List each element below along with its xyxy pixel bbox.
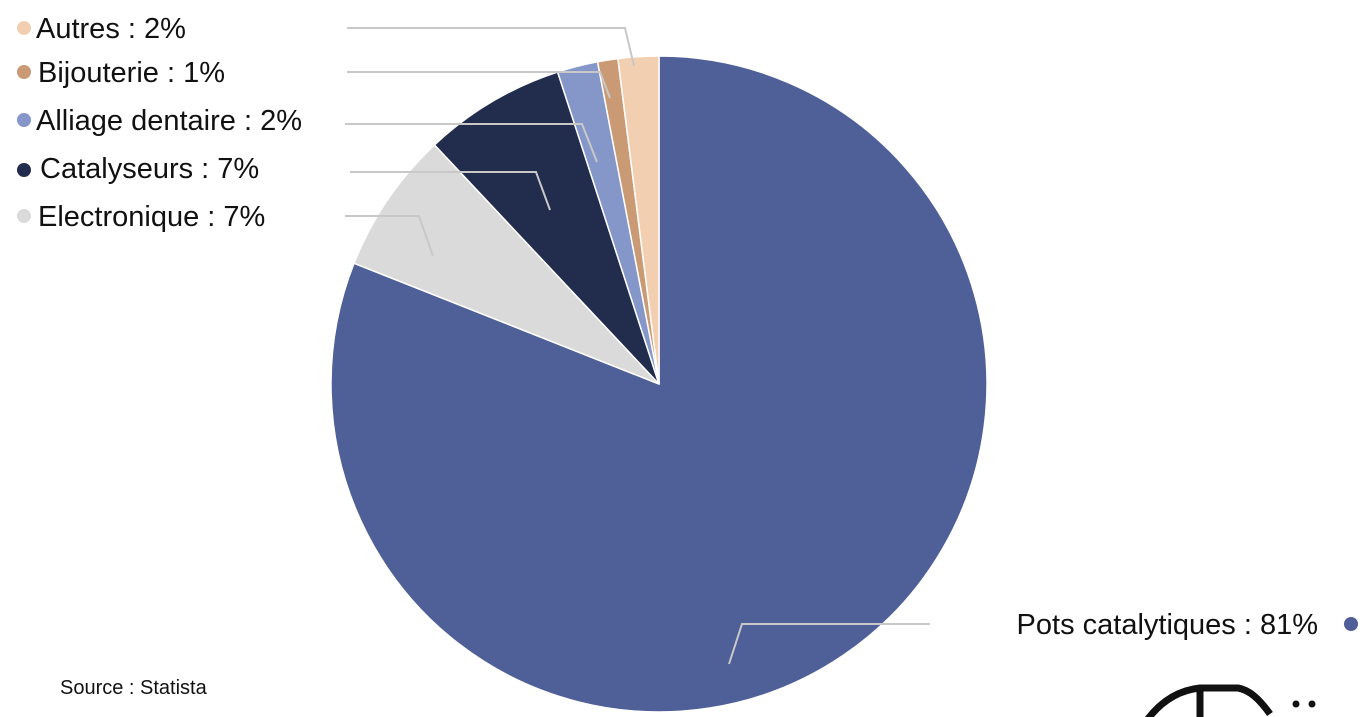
leader-line-pots-catalytiques	[728, 623, 930, 665]
leader-line-alliage-dentaire	[345, 123, 598, 163]
data-label-electronique: Electronique : 7%	[38, 201, 265, 233]
data-label-pots-catalytiques: Pots catalytiques : 81%	[1017, 609, 1318, 641]
leader-line-catalyseurs	[350, 171, 551, 211]
data-label-bijouterie: Bijouterie : 1%	[38, 57, 225, 89]
logo	[1144, 684, 1316, 717]
legend-marker-alliage-dentaire	[17, 113, 31, 127]
legend-marker-bijouterie	[17, 65, 31, 79]
pie-slice-autres	[617, 55, 660, 385]
pie-slice-electronique	[353, 143, 660, 385]
legend-marker-pots-catalytiques	[1344, 617, 1358, 631]
leader-line-electronique	[345, 215, 434, 257]
data-label-alliage-dentaire: Alliage dentaire : 2%	[36, 105, 302, 137]
source-caption: Source : Statista	[60, 677, 208, 699]
leader-line-bijouterie	[347, 71, 611, 99]
data-label-catalyseurs: Catalyseurs : 7%	[40, 153, 259, 185]
legend-marker-electronique	[17, 209, 31, 223]
legend-marker-catalyseurs	[17, 163, 31, 177]
legend-marker-autres	[17, 21, 31, 35]
pie-slices	[330, 55, 988, 713]
pie-slice-pots-catalytiques	[330, 55, 988, 713]
pie-slice-catalyseurs	[433, 71, 660, 385]
data-label-autres: Autres : 2%	[36, 13, 186, 45]
leader-line-autres	[347, 27, 635, 67]
leader-lines	[345, 27, 930, 665]
